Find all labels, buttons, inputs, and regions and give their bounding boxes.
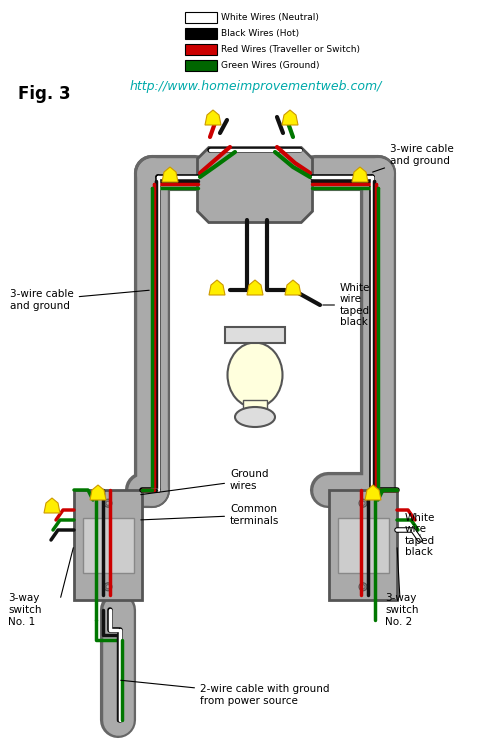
Circle shape xyxy=(361,501,365,506)
Text: Red Wires (Traveller or Switch): Red Wires (Traveller or Switch) xyxy=(221,45,360,54)
Bar xyxy=(82,518,134,572)
Bar xyxy=(185,12,217,23)
Polygon shape xyxy=(209,280,225,295)
Text: 3-wire cable
and ground: 3-wire cable and ground xyxy=(372,144,454,172)
Text: White Wires (Neutral): White Wires (Neutral) xyxy=(221,13,319,22)
Bar xyxy=(185,44,217,55)
Text: 3-wire cable
and ground: 3-wire cable and ground xyxy=(10,290,149,310)
Text: White
wire
taped
black: White wire taped black xyxy=(323,283,370,328)
Circle shape xyxy=(106,501,110,506)
Polygon shape xyxy=(162,167,178,182)
Text: Green Wires (Ground): Green Wires (Ground) xyxy=(221,61,320,70)
Text: White
wire
taped
black: White wire taped black xyxy=(405,512,436,557)
Polygon shape xyxy=(205,110,221,125)
Text: Common
terminals: Common terminals xyxy=(141,504,280,526)
Polygon shape xyxy=(352,167,368,182)
Circle shape xyxy=(361,585,365,589)
Text: 3-way
switch
No. 1: 3-way switch No. 1 xyxy=(8,593,42,626)
Polygon shape xyxy=(44,498,60,513)
Bar xyxy=(185,28,217,39)
Bar xyxy=(329,490,397,600)
Polygon shape xyxy=(90,485,106,500)
Text: http://www.homeimprovementweb.com/: http://www.homeimprovementweb.com/ xyxy=(130,80,382,93)
Polygon shape xyxy=(198,148,312,223)
Text: 3-way
switch
No. 2: 3-way switch No. 2 xyxy=(385,593,418,626)
Text: Fig. 3: Fig. 3 xyxy=(18,85,70,103)
Polygon shape xyxy=(285,280,301,295)
Bar xyxy=(225,327,285,343)
Ellipse shape xyxy=(235,407,275,427)
Polygon shape xyxy=(365,485,381,500)
Circle shape xyxy=(104,583,112,591)
Circle shape xyxy=(359,583,367,591)
Text: Black Wires (Hot): Black Wires (Hot) xyxy=(221,29,299,38)
Ellipse shape xyxy=(228,343,282,407)
Circle shape xyxy=(359,500,367,507)
Bar xyxy=(74,490,142,600)
Circle shape xyxy=(104,500,112,507)
Bar xyxy=(338,518,388,572)
Polygon shape xyxy=(282,110,298,125)
Circle shape xyxy=(106,585,110,589)
Polygon shape xyxy=(247,280,263,295)
Text: Ground
wires: Ground wires xyxy=(141,470,268,495)
Bar xyxy=(185,60,217,71)
Text: 2-wire cable with ground
from power source: 2-wire cable with ground from power sour… xyxy=(121,680,330,706)
Bar xyxy=(243,400,267,420)
